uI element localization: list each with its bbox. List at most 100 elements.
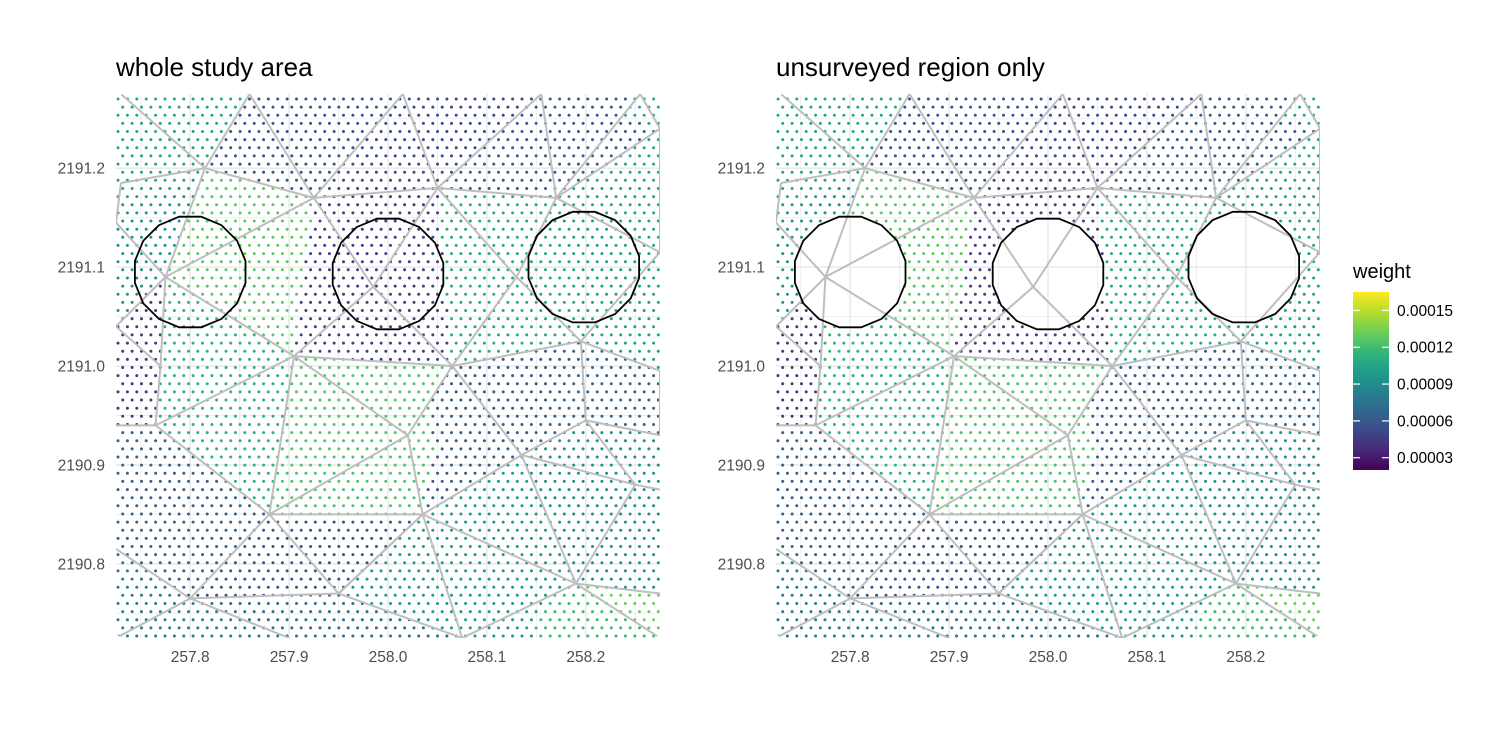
data-point	[511, 244, 514, 247]
data-point	[272, 350, 275, 353]
data-point	[201, 504, 204, 507]
data-point	[610, 513, 613, 516]
data-point	[206, 171, 209, 174]
data-point	[342, 146, 345, 149]
data-point	[1265, 635, 1268, 638]
data-point	[1087, 586, 1090, 589]
data-point	[619, 529, 622, 532]
data-point	[328, 138, 331, 141]
data-point	[814, 618, 817, 621]
data-point	[1002, 618, 1005, 621]
data-point	[647, 268, 650, 271]
data-point	[629, 138, 632, 141]
data-point	[126, 228, 129, 231]
data-point	[337, 447, 340, 450]
data-point	[1058, 553, 1061, 556]
data-point	[1312, 521, 1315, 524]
data-point	[1213, 561, 1216, 564]
data-point	[497, 480, 500, 483]
data-point	[455, 569, 458, 572]
data-point	[1171, 521, 1174, 524]
data-point	[586, 537, 589, 540]
data-point	[464, 179, 467, 182]
data-point	[1016, 561, 1019, 564]
data-point	[1317, 545, 1320, 548]
data-point	[450, 252, 453, 255]
data-point	[615, 390, 618, 393]
data-point	[1256, 537, 1259, 540]
data-point	[582, 171, 585, 174]
data-point	[786, 537, 789, 540]
data-point	[309, 268, 312, 271]
data-point	[582, 187, 585, 190]
data-point	[215, 399, 218, 402]
data-point	[248, 569, 251, 572]
data-point	[253, 154, 256, 157]
data-point	[375, 106, 378, 109]
data-point	[262, 317, 265, 320]
data-point	[300, 561, 303, 564]
data-point	[1195, 594, 1198, 597]
data-point	[417, 179, 420, 182]
data-point	[652, 228, 655, 231]
data-point	[229, 569, 232, 572]
data-point	[586, 293, 589, 296]
data-point	[1260, 610, 1263, 613]
data-point	[431, 578, 434, 581]
data-point	[117, 244, 120, 247]
data-point	[239, 504, 242, 507]
data-point	[633, 602, 636, 605]
data-point	[328, 399, 331, 402]
data-point	[173, 374, 176, 377]
data-point	[983, 521, 986, 524]
data-point	[164, 195, 167, 198]
data-point	[450, 333, 453, 336]
data-point	[1058, 521, 1061, 524]
data-point	[243, 154, 246, 157]
data-point	[955, 586, 958, 589]
data-point	[492, 325, 495, 328]
data-point	[370, 553, 373, 556]
data-point	[248, 635, 251, 638]
data-point	[295, 260, 298, 263]
data-point	[875, 578, 878, 581]
data-point	[441, 252, 444, 255]
data-point	[229, 130, 232, 133]
data-point	[196, 480, 199, 483]
data-point	[337, 626, 340, 629]
data-point	[140, 285, 143, 288]
data-point	[375, 382, 378, 385]
data-point	[140, 561, 143, 564]
data-point	[286, 521, 289, 524]
data-point	[1260, 513, 1263, 516]
data-point	[875, 610, 878, 613]
data-point	[1026, 626, 1029, 629]
data-point	[889, 618, 892, 621]
data-point	[809, 594, 812, 597]
data-point	[201, 488, 204, 491]
data-point	[1049, 602, 1052, 605]
data-point	[290, 529, 293, 532]
data-point	[436, 98, 439, 101]
data-point	[525, 220, 528, 223]
data-point	[422, 578, 425, 581]
data-point	[239, 553, 242, 556]
data-point	[577, 488, 580, 491]
data-point	[366, 496, 369, 499]
data-point	[539, 456, 542, 459]
data-point	[582, 529, 585, 532]
data-point	[215, 154, 218, 157]
data-point	[511, 293, 514, 296]
data-point	[1213, 513, 1216, 516]
data-point	[1176, 545, 1179, 548]
data-point	[1298, 610, 1301, 613]
data-point	[506, 236, 509, 239]
data-point	[394, 350, 397, 353]
data-point	[615, 472, 618, 475]
data-point	[131, 513, 134, 516]
data-point	[248, 456, 251, 459]
data-point	[786, 521, 789, 524]
data-point	[450, 578, 453, 581]
data-point	[880, 537, 883, 540]
data-point	[605, 342, 608, 345]
